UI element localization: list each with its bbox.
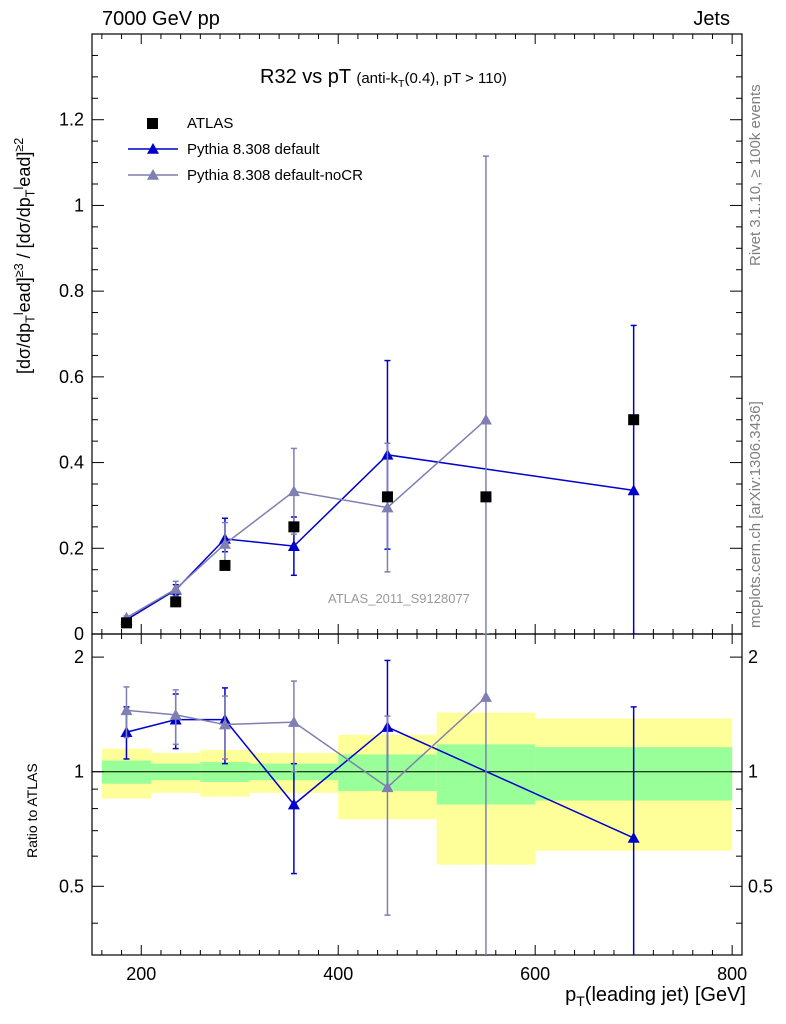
main-y-tick-label: 1.2 — [59, 110, 84, 130]
main-line-nocr — [126, 419, 487, 619]
main-point-nocr — [381, 501, 394, 513]
legend-marker-default — [147, 143, 159, 154]
x-tick-label: 800 — [717, 964, 747, 984]
main-point-atlas — [219, 559, 231, 571]
ratio-point-nocr — [120, 704, 133, 716]
ratio-point-default — [287, 798, 300, 810]
legend-label-nocr: Pythia 8.308 default-noCR — [187, 167, 363, 184]
main-y-tick-label: 0.6 — [59, 367, 84, 387]
main-y-tick-label: 0.4 — [59, 453, 84, 473]
main-y-tick-label: 0.2 — [59, 538, 84, 558]
ratio-point-nocr — [218, 718, 231, 730]
main-point-atlas — [480, 491, 492, 503]
ratio-plot-area — [120, 634, 640, 955]
plot-title-sub: (anti-kT(0.4), pT > 110) — [356, 70, 507, 90]
ratio-y-tick-label-left: 2 — [74, 647, 84, 667]
ratio-point-nocr — [479, 691, 492, 702]
x-tick-label: 600 — [520, 964, 550, 984]
main-point-nocr — [218, 538, 231, 549]
x-tick-label: 200 — [126, 964, 156, 984]
ratio-y-axis-label: Ratio to ATLAS — [24, 763, 40, 858]
main-y-tick-label: 1 — [74, 195, 84, 215]
analysis-watermark: ATLAS_2011_S9128077 — [328, 591, 470, 606]
ratio-point-default — [627, 831, 640, 843]
main-y-tick-label: 0.8 — [59, 281, 84, 301]
main-y-axis-label: [dσ/dpTlead]≥3 / [dσ/dpTlead]≥2 — [12, 137, 38, 374]
main-point-nocr — [169, 583, 182, 594]
main-point-atlas — [628, 414, 640, 426]
ratio-y-tick-label-right: 0.5 — [748, 876, 773, 896]
main-line-default — [126, 454, 634, 621]
plot-title-main: R32 vs pT — [260, 66, 351, 88]
ratio-point-nocr — [169, 708, 182, 720]
legend-marker-nocr — [147, 169, 159, 180]
mcplots-label: mcplots.cern.ch [arXiv:1306.3436] — [747, 401, 764, 628]
header-right: Jets — [693, 8, 730, 30]
legend-label-default: Pythia 8.308 default — [187, 141, 320, 158]
ratio-point-nocr — [381, 781, 394, 793]
legend-marker-atlas — [147, 118, 158, 129]
ratio-y-tick-label-right: 2 — [748, 647, 758, 667]
ratio-line-nocr — [126, 696, 487, 789]
ratio-y-tick-label-left: 1 — [74, 762, 84, 782]
legend-label-atlas: ATLAS — [187, 115, 234, 132]
main-point-atlas — [381, 491, 393, 503]
main-point-atlas — [170, 596, 182, 608]
rivet-version-label: Rivet 3.1.10, ≥ 100k events — [747, 84, 764, 266]
main-plot-area — [120, 155, 640, 634]
main-point-default — [287, 540, 300, 551]
main-y-tick-label: 0 — [74, 624, 84, 644]
main-point-atlas — [288, 521, 300, 533]
main-point-atlas — [120, 617, 132, 629]
main-point-nocr — [287, 485, 300, 497]
main-point-default — [627, 484, 640, 496]
header-left: 7000 GeV pp — [102, 8, 220, 30]
x-tick-label: 400 — [323, 964, 353, 984]
main-point-nocr — [479, 413, 492, 425]
ratio-y-tick-label-left: 0.5 — [59, 876, 84, 896]
ratio-point-nocr — [287, 716, 300, 727]
plot-title: R32 vs pT (anti-kT(0.4), pT > 110) — [260, 66, 507, 90]
ratio-y-tick-label-right: 1 — [748, 762, 758, 782]
x-axis-label: pT(leading jet) [GeV] — [565, 984, 746, 1009]
ratio-line-default — [126, 718, 634, 839]
